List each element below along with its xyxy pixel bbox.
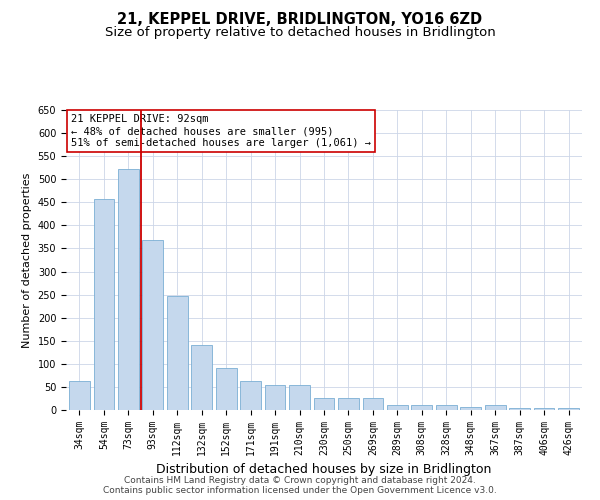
Bar: [314, 398, 334, 410]
Bar: [387, 405, 408, 410]
Bar: [436, 405, 457, 410]
Text: Contains HM Land Registry data © Crown copyright and database right 2024.: Contains HM Land Registry data © Crown c…: [124, 476, 476, 485]
X-axis label: Distribution of detached houses by size in Bridlington: Distribution of detached houses by size …: [157, 464, 491, 476]
Text: Size of property relative to detached houses in Bridlington: Size of property relative to detached ho…: [104, 26, 496, 39]
Bar: [338, 398, 359, 410]
Text: 21, KEPPEL DRIVE, BRIDLINGTON, YO16 6ZD: 21, KEPPEL DRIVE, BRIDLINGTON, YO16 6ZD: [118, 12, 482, 28]
Bar: [167, 296, 188, 410]
Bar: [265, 384, 286, 410]
Bar: [94, 199, 114, 410]
Bar: [216, 368, 236, 410]
Bar: [118, 169, 139, 410]
Bar: [240, 382, 261, 410]
Bar: [485, 405, 506, 410]
Bar: [509, 408, 530, 410]
Bar: [142, 240, 163, 410]
Bar: [412, 405, 432, 410]
Bar: [534, 408, 554, 410]
Y-axis label: Number of detached properties: Number of detached properties: [22, 172, 32, 348]
Bar: [191, 346, 212, 410]
Text: 21 KEPPEL DRIVE: 92sqm
← 48% of detached houses are smaller (995)
51% of semi-de: 21 KEPPEL DRIVE: 92sqm ← 48% of detached…: [71, 114, 371, 148]
Bar: [289, 384, 310, 410]
Bar: [362, 398, 383, 410]
Bar: [69, 382, 90, 410]
Bar: [460, 407, 481, 410]
Bar: [558, 408, 579, 410]
Text: Contains public sector information licensed under the Open Government Licence v3: Contains public sector information licen…: [103, 486, 497, 495]
